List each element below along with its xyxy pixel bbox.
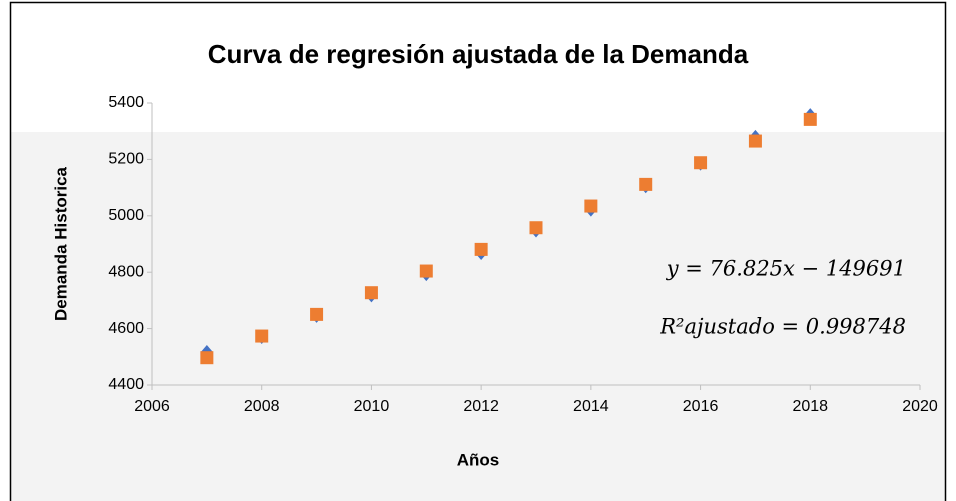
r-squared: R²ajustado = 0.998748 xyxy=(659,315,906,339)
point xyxy=(748,134,762,148)
y-tick-label: 4800 xyxy=(108,263,144,280)
x-tick-label: 2010 xyxy=(354,398,390,415)
x-tick-label: 2018 xyxy=(792,398,828,415)
y-tick-label: 5000 xyxy=(108,207,144,224)
y-axis-title: Demanda Historica xyxy=(51,166,70,321)
chart-title: Curva de regresión ajustada de la Demand… xyxy=(208,39,749,69)
point xyxy=(419,264,433,278)
point xyxy=(529,221,543,235)
point xyxy=(803,112,817,126)
equation: y = 76.825x − 149691 xyxy=(666,257,906,281)
x-tick-label: 2016 xyxy=(683,398,719,415)
x-tick-label: 2006 xyxy=(134,398,170,415)
x-tick-label: 2008 xyxy=(244,398,280,415)
point xyxy=(310,307,324,321)
point xyxy=(584,199,598,213)
point xyxy=(364,286,378,300)
x-axis-title: Años xyxy=(457,450,500,469)
point xyxy=(639,177,653,191)
x-tick-label: 2020 xyxy=(902,398,938,415)
y-tick-label: 5200 xyxy=(108,151,144,168)
point xyxy=(694,156,708,170)
point xyxy=(200,351,214,365)
x-tick-label: 2014 xyxy=(573,398,609,415)
y-tick-label: 5400 xyxy=(108,94,144,111)
y-tick-label: 4600 xyxy=(108,320,144,337)
point xyxy=(474,242,488,256)
point xyxy=(255,329,269,343)
y-tick-label: 4400 xyxy=(108,376,144,393)
chart-border xyxy=(9,1,947,501)
watermark-band xyxy=(10,132,946,501)
x-tick-label: 2012 xyxy=(463,398,499,415)
